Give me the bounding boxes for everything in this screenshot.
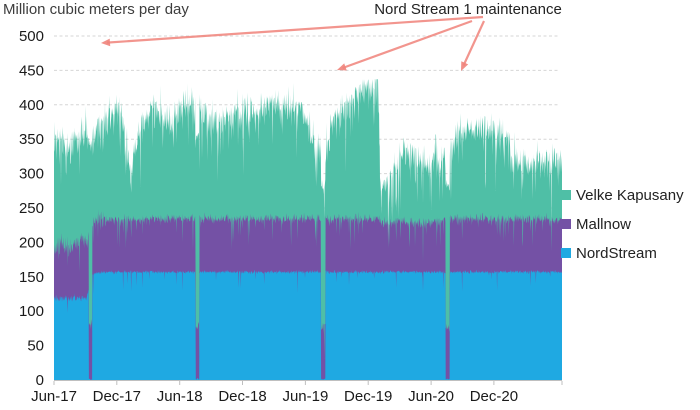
legend-item-nordstream: NordStream bbox=[561, 244, 684, 262]
y-tick-label: 50 bbox=[27, 338, 44, 355]
legend-swatch bbox=[561, 248, 571, 258]
annotation-arrowhead bbox=[337, 63, 347, 71]
y-tick-label: 350 bbox=[19, 131, 44, 148]
x-tick-label: Jun-20 bbox=[408, 388, 454, 405]
y-tick-label: 200 bbox=[19, 234, 44, 251]
y-tick-label: 500 bbox=[19, 28, 44, 45]
y-tick-label: 100 bbox=[19, 303, 44, 320]
y-tick-label: 300 bbox=[19, 166, 44, 183]
legend-item-mallnow: Mallnow bbox=[561, 215, 684, 233]
annotation-arrow bbox=[342, 19, 473, 70]
y-axis-title: Million cubic meters per day bbox=[3, 1, 189, 18]
legend-item-velke-kapusany: Velke Kapusany bbox=[561, 186, 684, 204]
x-tick-label: Jun-19 bbox=[282, 388, 328, 405]
y-tick-label: 450 bbox=[19, 62, 44, 79]
legend-label: Velke Kapusany bbox=[576, 186, 684, 204]
annotation-arrowhead bbox=[461, 61, 469, 71]
x-tick-label: Dec-20 bbox=[470, 388, 518, 405]
legend-swatch bbox=[561, 190, 571, 200]
annotation-arrow bbox=[106, 15, 484, 44]
x-tick-label: Dec-19 bbox=[344, 388, 392, 405]
annotation-arrow bbox=[462, 20, 485, 66]
legend: Velke Kapusany Mallnow NordStream bbox=[561, 186, 684, 262]
x-tick-label: Jun-18 bbox=[157, 388, 203, 405]
legend-swatch bbox=[561, 219, 571, 229]
annotation-label: Nord Stream 1 maintenance bbox=[374, 1, 562, 18]
area-nordstream bbox=[54, 269, 562, 380]
y-tick-label: 150 bbox=[19, 269, 44, 286]
x-tick-label: Dec-17 bbox=[93, 388, 141, 405]
x-tick-label: Dec-18 bbox=[218, 388, 266, 405]
annotation-arrowhead bbox=[101, 38, 111, 47]
y-tick-label: 400 bbox=[19, 97, 44, 114]
x-tick-label: Jun-17 bbox=[31, 388, 77, 405]
y-tick-label: 250 bbox=[19, 200, 44, 217]
y-tick-label: 0 bbox=[36, 372, 44, 389]
legend-label: NordStream bbox=[576, 244, 657, 262]
legend-label: Mallnow bbox=[576, 215, 632, 233]
